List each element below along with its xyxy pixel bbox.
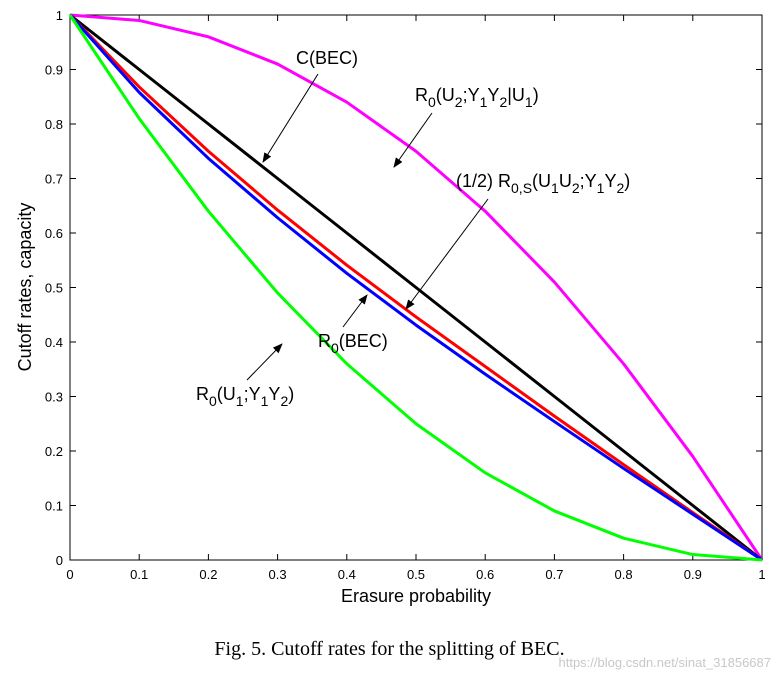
arrow-half-r0s [405, 198, 489, 310]
y-tick-label: 0.3 [45, 390, 63, 405]
arrow-r0-u2 [393, 112, 433, 168]
figure-caption: Fig. 5. Cutoff rates for the splitting o… [214, 638, 565, 660]
series-lines [68, 13, 764, 562]
annotation-r0-u2-y1y2-given-u1: R0(U2;Y1Y2|U1) [415, 85, 539, 110]
y-tick-label: 0.1 [45, 499, 63, 514]
x-tick-label: 0.7 [545, 567, 563, 582]
x-tick-label: 0.6 [476, 567, 494, 582]
y-tick-label: 0.4 [45, 335, 63, 350]
x-tick-label: 0.3 [269, 567, 287, 582]
x-tick-label: 0.2 [199, 567, 217, 582]
annotation-r0-u1-y1y2: R0(U1;Y1Y2) [196, 384, 294, 409]
y-tick-label: 0.2 [45, 444, 63, 459]
x-tick-label: 0.8 [615, 567, 633, 582]
x-tick-label: 1 [758, 567, 765, 582]
chart: 0 0.1 0.2 0.3 0.4 0.5 0.6 0.7 0.8 0.9 1 0 0.1 0.2 0.3… [15, 8, 766, 606]
x-tick-label: 0.1 [130, 567, 148, 582]
annotation-c-bec: C(BEC) [296, 48, 358, 68]
y-tick-label: 1 [56, 8, 63, 23]
watermark: https://blog.csdn.net/sinat_31856687 [558, 655, 772, 670]
y-tick-label: 0.8 [45, 117, 63, 132]
x-tick-label: 0 [66, 567, 73, 582]
arrow-c-bec [262, 73, 319, 163]
y-tick-label: 0.6 [45, 226, 63, 241]
arrow-r0-u1 [246, 343, 283, 381]
annotation-half-r0s: (1/2) R0,S(U1U2;Y1Y2) [456, 171, 630, 196]
x-tick-label: 0.5 [407, 567, 425, 582]
y-tick-label: 0.7 [45, 172, 63, 187]
y-tick-label: 0.5 [45, 281, 63, 296]
x-axis-label: Erasure probability [341, 586, 491, 606]
annotation-r0-bec: R0(BEC) [318, 331, 388, 356]
y-tick-label: 0.9 [45, 63, 63, 78]
x-ticks: 0 0.1 0.2 0.3 0.4 0.5 0.6 0.7 0.8 0.9 1 [66, 15, 766, 582]
y-tick-label: 0 [56, 553, 63, 568]
arrow-r0-bec [342, 294, 368, 328]
y-ticks: 0 0.1 0.2 0.3 0.4 0.5 0.6 0.7 0.8 0.9 1 [45, 8, 762, 568]
x-tick-label: 0.9 [684, 567, 702, 582]
x-tick-label: 0.4 [338, 567, 356, 582]
y-axis-label: Cutoff rates, capacity [15, 203, 35, 372]
